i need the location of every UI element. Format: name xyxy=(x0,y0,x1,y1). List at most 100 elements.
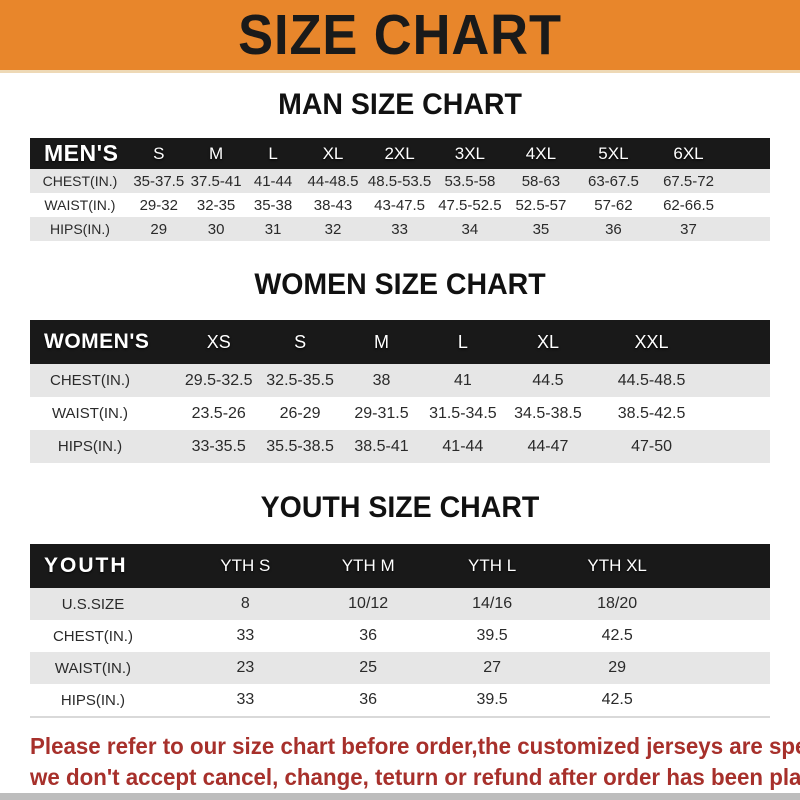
value-cell: 47-50 xyxy=(631,437,673,455)
size-column-header: L xyxy=(457,331,468,352)
value-cell: 31 xyxy=(264,220,282,238)
value-cell: 35-37.5 xyxy=(133,172,185,190)
value-cell: 62-66.5 xyxy=(663,196,714,214)
spacer-cell xyxy=(711,320,770,364)
bottom-gray-strip xyxy=(0,793,800,800)
value-cell: 30 xyxy=(207,220,225,238)
value-cell: 38-43 xyxy=(313,196,353,214)
value-cell: 34.5-38.5 xyxy=(514,404,582,422)
spacer-cell xyxy=(680,588,770,620)
value-cell: 35.5-38.5 xyxy=(266,437,334,455)
value-cell: 26-29 xyxy=(279,404,321,422)
value-cell: 41 xyxy=(453,371,472,389)
value-cell: 36 xyxy=(605,220,622,238)
measurement-label-cell: HIPS(IN.) xyxy=(50,221,110,237)
size-column-header: S xyxy=(294,331,307,352)
size-column-header: YTH XL xyxy=(587,556,647,575)
value-cell: 38.5-42.5 xyxy=(617,404,686,422)
value-cell: 25 xyxy=(359,659,378,676)
size-column-header: M xyxy=(209,143,224,163)
table-row: WAIST(IN.) 29-32 32-35 35-38 38-43 43-47.5 47.… xyxy=(30,193,770,217)
disclaimer-line-1: Please refer to our size chart before or… xyxy=(30,733,800,759)
value-cell: 33 xyxy=(236,627,255,644)
value-cell: 32 xyxy=(324,220,342,238)
table-header-row: MEN'S S M L XL 2XL 3XL 4XL 5XL 6XL xyxy=(30,138,770,169)
value-cell: 44-48.5 xyxy=(307,172,359,190)
value-cell: 36 xyxy=(359,691,378,708)
spacer-cell xyxy=(680,544,770,588)
spacer-cell xyxy=(711,430,770,463)
value-cell: 43-47.5 xyxy=(374,196,426,214)
value-cell: 41-44 xyxy=(253,172,293,190)
value-cell: 38.5-41 xyxy=(354,437,409,455)
table-row: CHEST(IN.) 33 36 39.5 42.5 xyxy=(30,620,770,652)
table-group-label: YOUTH xyxy=(44,554,128,577)
table-row: HIPS(IN.) 33-35.5 35.5-38.5 38.5-41 41-44 44-… xyxy=(30,430,770,463)
youth-section-title: YOUTH SIZE CHART xyxy=(260,491,540,524)
measurement-label-cell: U.S.SIZE xyxy=(61,595,125,613)
value-cell: 32-35 xyxy=(196,196,236,214)
table-row: WAIST(IN.) 23.5-26 26-29 29-31.5 31.5-34.5 34… xyxy=(30,397,770,430)
table-row: HIPS(IN.) 29 30 31 32 33 34 35 36 37 xyxy=(30,217,770,241)
banner-title: SIZE CHART xyxy=(238,2,562,67)
value-cell: 52.5-57 xyxy=(515,196,567,214)
value-cell: 23 xyxy=(236,659,255,676)
size-column-header: 5XL xyxy=(598,143,629,163)
value-cell: 42.5 xyxy=(601,691,633,708)
value-cell: 35 xyxy=(532,220,550,238)
women-section-title: WOMEN SIZE CHART xyxy=(254,268,546,301)
measurement-label-cell: HIPS(IN.) xyxy=(57,438,123,455)
disclaimer-note: Please refer to our size chart before or… xyxy=(30,731,800,793)
value-cell: 27 xyxy=(483,659,501,676)
value-cell: 29 xyxy=(608,659,627,676)
table-group-label: MEN'S xyxy=(44,140,119,166)
size-column-header: YTH M xyxy=(341,556,395,575)
size-column-header: 2XL xyxy=(384,143,415,163)
measurement-label-cell: CHEST(IN.) xyxy=(52,627,133,645)
size-column-header: XL xyxy=(322,143,344,163)
value-cell: 14/16 xyxy=(472,595,513,612)
measurement-label-cell: WAIST(IN.) xyxy=(51,405,129,422)
spacer-cell xyxy=(727,193,770,217)
size-column-header: 4XL xyxy=(525,143,557,163)
spacer-cell xyxy=(711,364,770,397)
youth-size-table: YOUTH YTH S YTH M YTH L YTH XL U.S.SIZE 8 10/12… xyxy=(30,544,770,718)
value-cell: 63-67.5 xyxy=(587,172,639,190)
value-cell: 39.5 xyxy=(476,627,508,644)
value-cell: 29-32 xyxy=(139,196,178,214)
value-cell: 36 xyxy=(359,627,378,644)
size-column-header: XXL xyxy=(634,331,669,352)
table-row: U.S.SIZE 8 10/12 14/16 18/20 xyxy=(30,588,770,620)
value-cell: 35-38 xyxy=(253,196,293,214)
size-column-header: S xyxy=(153,143,165,163)
women-size-table: WOMEN'S XS S M L XL XXL CHEST(IN.) 29.5-32.5 32.5… xyxy=(30,320,770,463)
size-column-header: M xyxy=(373,331,389,352)
spacer-cell xyxy=(680,684,770,717)
size-column-header: YTH S xyxy=(220,556,271,575)
value-cell: 44-47 xyxy=(527,437,569,455)
men-section-title: MAN SIZE CHART xyxy=(278,88,522,121)
value-cell: 44.5 xyxy=(532,371,564,389)
measurement-label-cell: CHEST(IN.) xyxy=(42,173,118,189)
value-cell: 39.5 xyxy=(476,691,508,708)
spacer-cell xyxy=(727,138,770,169)
value-cell: 32.5-35.5 xyxy=(266,371,334,389)
value-cell: 47.5-52.5 xyxy=(438,196,502,214)
disclaimer-line-2: we don't accept cancel, change, teturn o… xyxy=(30,764,800,790)
table-row: HIPS(IN.) 33 36 39.5 42.5 xyxy=(30,684,770,717)
value-cell: 29.5-32.5 xyxy=(184,371,253,389)
banner: SIZE CHART xyxy=(0,0,800,73)
value-cell: 31.5-34.5 xyxy=(429,404,497,422)
spacer-cell xyxy=(680,620,770,652)
size-column-header: YTH L xyxy=(468,556,517,575)
value-cell: 33-35.5 xyxy=(191,437,246,455)
value-cell: 53.5-58 xyxy=(444,172,496,190)
value-cell: 58-63 xyxy=(521,172,561,190)
measurement-label-cell: HIPS(IN.) xyxy=(60,691,126,709)
value-cell: 8 xyxy=(240,595,250,612)
size-column-header: L xyxy=(268,143,278,163)
value-cell: 29-31.5 xyxy=(354,404,409,422)
value-cell: 33 xyxy=(391,220,408,238)
value-cell: 37.5-41 xyxy=(190,172,242,190)
table-group-label: WOMEN'S xyxy=(44,330,150,353)
